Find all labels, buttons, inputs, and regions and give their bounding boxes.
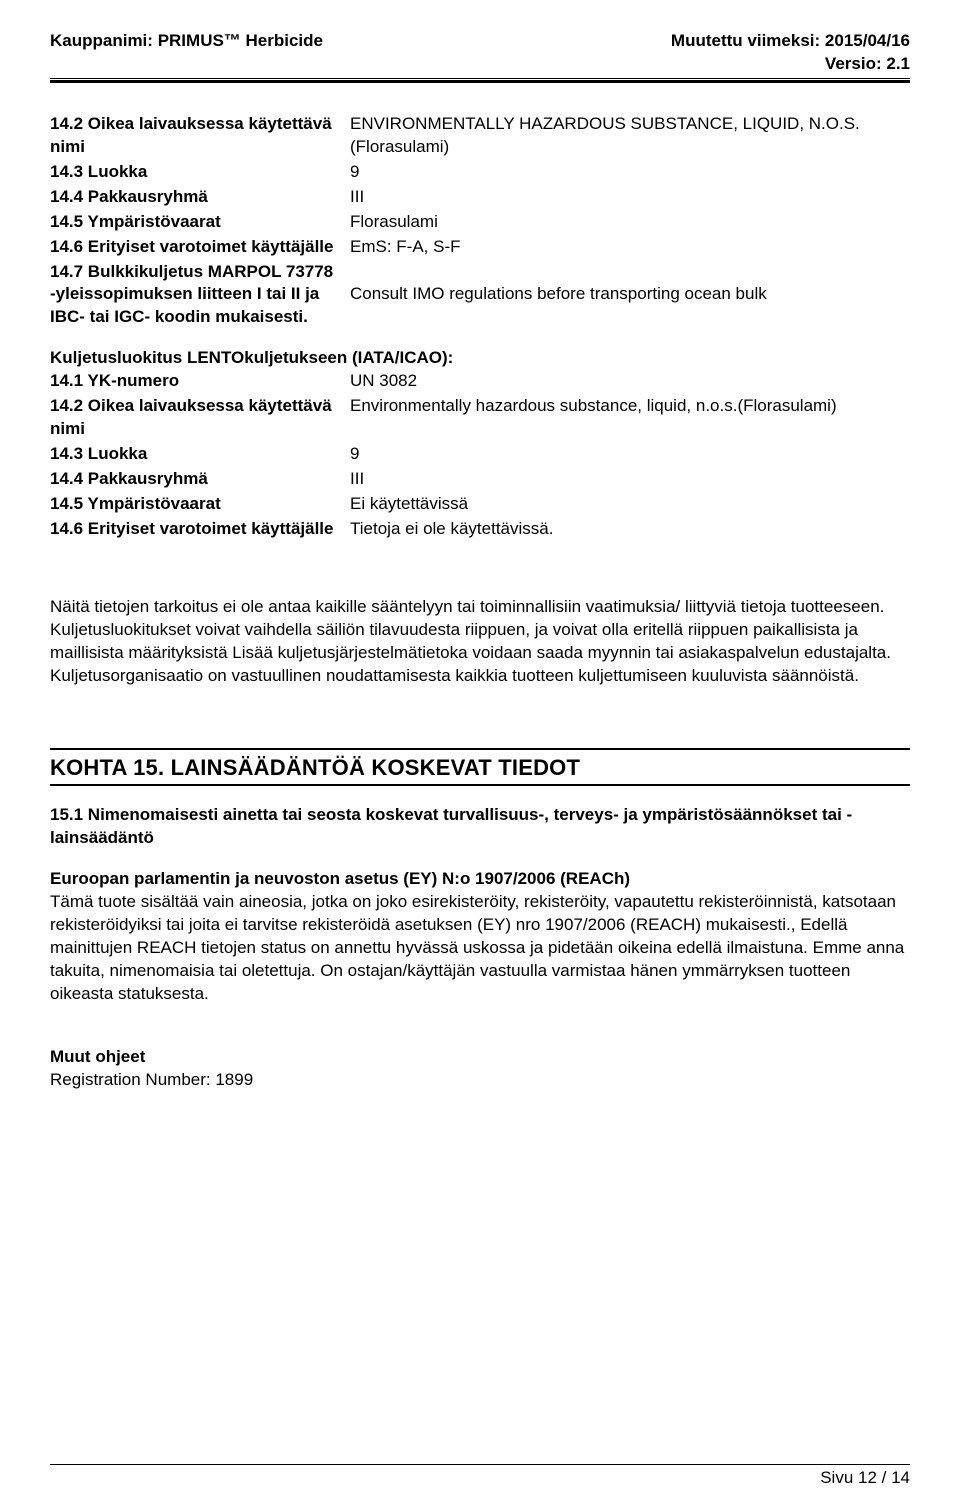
iata-value-14-5: Ei käytettävissä [350,493,910,516]
page-number: Sivu 12 / 14 [50,1467,910,1490]
section-15-1-heading: 15.1 Nimenomaisesti ainetta tai seosta k… [50,804,910,850]
value-14-7: Consult IMO regulations before transport… [350,261,910,330]
modified-label: Muutettu viimeksi: [671,31,820,50]
iata-row-14-1: 14.1 YK-numero UN 3082 [50,370,910,393]
row-14-3: 14.3 Luokka 9 [50,161,910,184]
document-footer: Sivu 12 / 14 [50,1464,910,1490]
value-14-5: Florasulami [350,211,910,234]
label-14-3: 14.3 Luokka [50,161,350,184]
value-14-4: III [350,186,910,209]
iata-label-14-4: 14.4 Pakkausryhmä [50,468,350,491]
section-15-rule-bottom [50,784,910,786]
row-14-5: 14.5 Ympäristövaarat Florasulami [50,211,910,234]
label-14-2: 14.2 Oikea laivauksessa käytettävä nimi [50,113,350,159]
other-instructions-label: Muut ohjeet [50,1046,910,1069]
iata-row-14-6: 14.6 Erityiset varotoimet käyttäjälle Ti… [50,518,910,541]
iata-value-14-4: III [350,468,910,491]
document-body: 14.2 Oikea laivauksessa käytettävä nimi … [50,113,910,1092]
version-value: 2.1 [886,54,910,73]
row-14-7: 14.7 Bulkkikuljetus MARPOL 73778 -yleiss… [50,261,910,330]
label-14-4: 14.4 Pakkausryhmä [50,186,350,209]
trade-name-value: PRIMUS™ Herbicide [158,31,323,50]
label-14-5: 14.5 Ympäristövaarat [50,211,350,234]
row-14-2: 14.2 Oikea laivauksessa käytettävä nimi … [50,113,910,159]
version: Versio: 2.1 [825,53,910,76]
reach-heading: Euroopan parlamentin ja neuvoston asetus… [50,868,910,891]
label-14-7: 14.7 Bulkkikuljetus MARPOL 73778 -yleiss… [50,261,350,330]
row-14-4: 14.4 Pakkausryhmä III [50,186,910,209]
transport-note: Näitä tietojen tarkoitus ei ole antaa ka… [50,596,910,688]
version-label: Versio: [825,54,882,73]
iata-value-14-1: UN 3082 [350,370,910,393]
iata-label-14-1: 14.1 YK-numero [50,370,350,393]
iata-row-14-5: 14.5 Ympäristövaarat Ei käytettävissä [50,493,910,516]
header-rule-thin [50,78,910,79]
iata-row-14-3: 14.3 Luokka 9 [50,443,910,466]
modified-date: Muutettu viimeksi: 2015/04/16 [671,30,910,53]
reach-body: Tämä tuote sisältää vain aineosia, jotka… [50,891,910,1006]
iata-row-14-4: 14.4 Pakkausryhmä III [50,468,910,491]
iata-heading: Kuljetusluokitus LENTOkuljetukseen (IATA… [50,347,910,370]
trade-name: Kauppanimi: PRIMUS™ Herbicide [50,30,323,53]
iata-label-14-2: 14.2 Oikea laivauksessa käytettävä nimi [50,395,350,441]
header-rule-thick [50,80,910,83]
iata-value-14-6: Tietoja ei ole käytettävissä. [350,518,910,541]
document-header: Kauppanimi: PRIMUS™ Herbicide Muutettu v… [50,30,910,83]
modified-value: 2015/04/16 [825,31,910,50]
row-14-6: 14.6 Erityiset varotoimet käyttäjälle Em… [50,236,910,259]
iata-label-14-3: 14.3 Luokka [50,443,350,466]
iata-value-14-2: Environmentally hazardous substance, liq… [350,395,910,441]
iata-label-14-5: 14.5 Ympäristövaarat [50,493,350,516]
registration-number: Registration Number: 1899 [50,1069,910,1092]
value-14-2: ENVIRONMENTALLY HAZARDOUS SUBSTANCE, LIQ… [350,113,910,159]
section-15-title: KOHTA 15. LAINSÄÄDÄNTÖÄ KOSKEVAT TIEDOT [50,750,910,785]
footer-rule [50,1464,910,1465]
label-14-6: 14.6 Erityiset varotoimet käyttäjälle [50,236,350,259]
iata-row-14-2: 14.2 Oikea laivauksessa käytettävä nimi … [50,395,910,441]
iata-label-14-6: 14.6 Erityiset varotoimet käyttäjälle [50,518,350,541]
value-14-6: EmS: F-A, S-F [350,236,910,259]
trade-name-label: Kauppanimi: [50,31,153,50]
iata-value-14-3: 9 [350,443,910,466]
value-14-3: 9 [350,161,910,184]
